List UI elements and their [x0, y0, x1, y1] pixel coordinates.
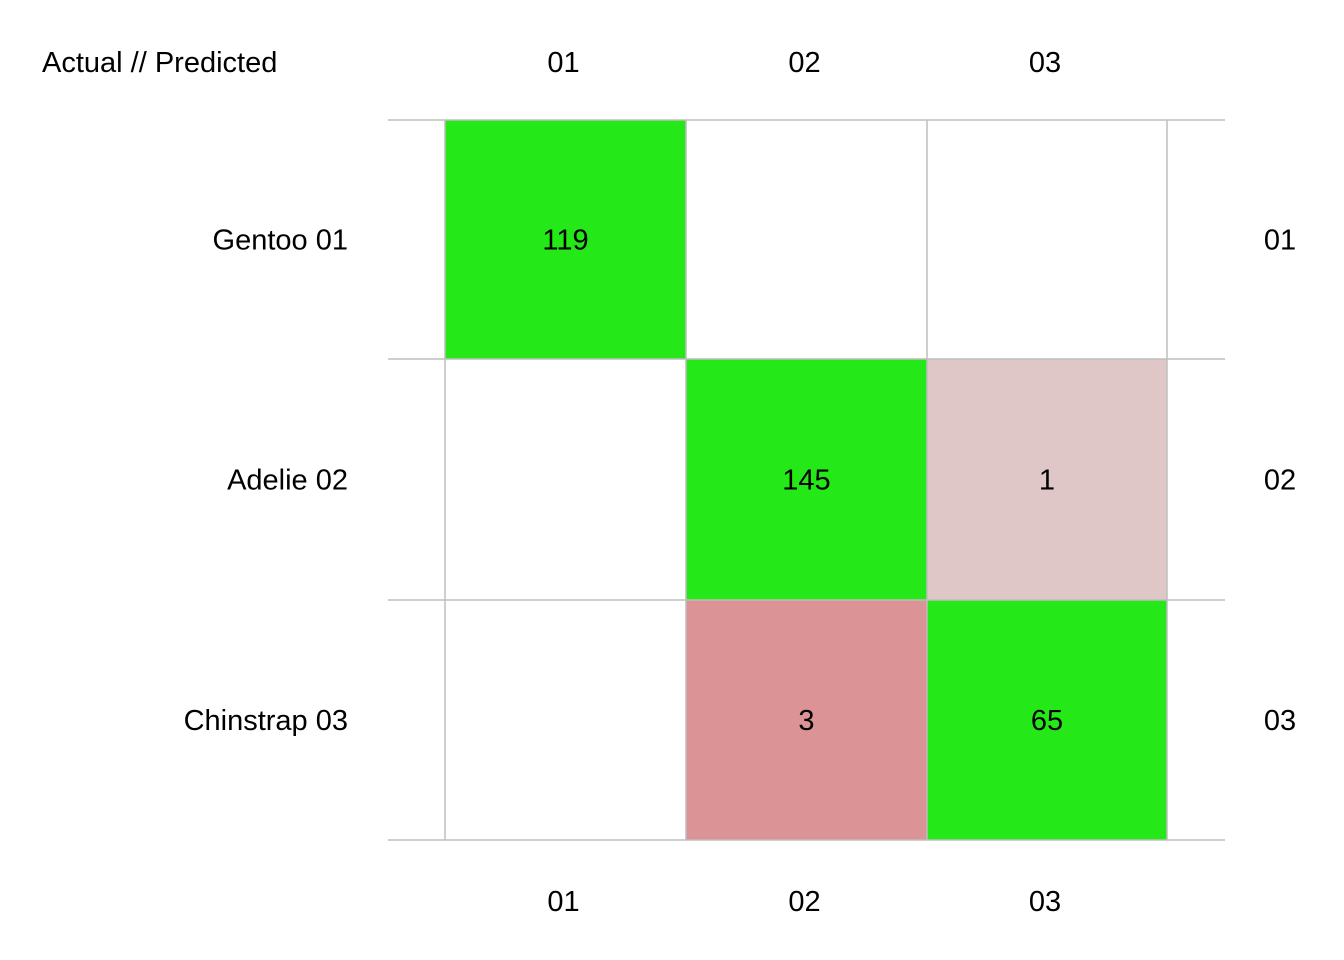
corner-label: Actual // Predicted	[42, 47, 277, 79]
cell-value-r2-c2: 145	[782, 465, 830, 497]
cell-r1-c3	[927, 120, 1167, 359]
cell-value-r2-c3: 1	[1039, 465, 1055, 497]
row-label-1: Gentoo 01	[213, 225, 348, 257]
cell-r2-c3	[927, 359, 1167, 600]
row-label-right-1: 01	[1264, 225, 1296, 257]
labels-layer: Actual // Predicted 01 02 03 01 02 03 Gentoo 0…	[42, 47, 1296, 918]
row-label-right-3: 03	[1264, 705, 1296, 737]
cell-value-r3-c3: 65	[1031, 705, 1063, 737]
cell-r1-c2	[686, 120, 927, 359]
cell-r3-c2	[686, 600, 927, 840]
cell-value-r1-c1: 119	[542, 225, 588, 257]
cell-r3-c1	[445, 600, 686, 840]
col-label-top-3: 03	[1029, 47, 1061, 79]
col-label-bottom-3: 03	[1029, 886, 1061, 918]
cell-r2-c1	[445, 359, 686, 600]
cell-r3-c3	[927, 600, 1167, 840]
col-label-top-1: 01	[547, 47, 579, 79]
col-label-top-2: 02	[788, 47, 820, 79]
row-label-3: Chinstrap 03	[184, 705, 348, 737]
row-label-right-2: 02	[1264, 465, 1296, 497]
cell-r2-c2	[686, 359, 927, 600]
grid-layer	[388, 119, 1225, 841]
cell-value-r3-c2: 3	[798, 705, 814, 737]
cells-layer: 119 145 1 3 65	[445, 120, 1167, 840]
row-label-2: Adelie 02	[227, 465, 348, 497]
col-label-bottom-1: 01	[547, 886, 579, 918]
col-label-bottom-2: 02	[788, 886, 820, 918]
cell-r1-c1	[445, 120, 686, 359]
